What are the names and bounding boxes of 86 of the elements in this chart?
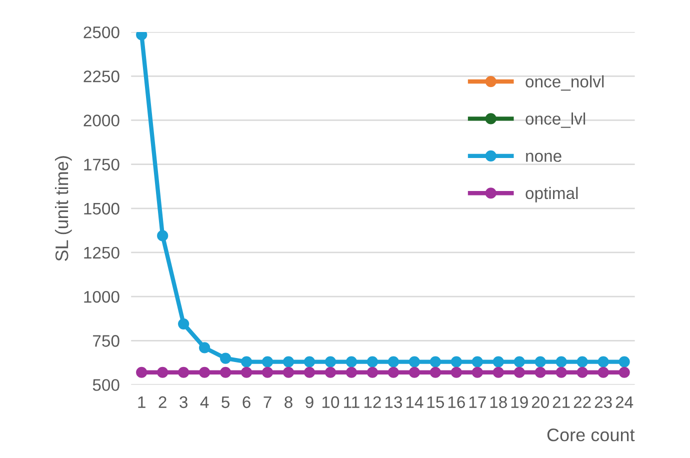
legend-label: once_nolvl: [526, 75, 604, 91]
point: [346, 366, 358, 378]
y-axis-title: SL (unit time): [54, 156, 72, 261]
point: [598, 366, 609, 378]
x-tick-label: 5: [222, 396, 230, 408]
point: [388, 356, 399, 368]
point: [472, 366, 483, 378]
x-tick-label: 15: [427, 396, 444, 408]
point: [450, 366, 462, 378]
point: [199, 342, 210, 354]
x-tick-label: 18: [490, 396, 507, 408]
y-tick-label: 750: [93, 335, 120, 347]
y-tick-label: 2250: [84, 70, 120, 82]
point: [492, 366, 504, 378]
y-tick-label: 2500: [84, 26, 120, 38]
x-tick-label: 7: [264, 396, 272, 408]
point: [324, 366, 336, 378]
point: [556, 356, 567, 368]
point: [346, 356, 358, 368]
x-tick-label: 14: [406, 396, 424, 408]
legend-label: optimal: [526, 186, 578, 202]
x-tick-label: 2: [158, 396, 166, 408]
x-tick-label: 11: [344, 396, 360, 408]
point: [366, 366, 378, 378]
point: [178, 366, 190, 378]
point: [534, 356, 546, 368]
x-axis-title: Core count: [547, 428, 635, 442]
x-tick-label: 3: [180, 396, 188, 408]
point: [492, 356, 504, 368]
point: [618, 356, 630, 368]
point: [324, 356, 336, 368]
x-tick-label: 21: [552, 396, 570, 408]
x-tick-label: 4: [200, 396, 209, 408]
y-tick-label: 2000: [84, 114, 120, 126]
point: [576, 366, 588, 378]
point: [556, 366, 567, 378]
point: [304, 366, 316, 378]
x-tick-label: 19: [511, 396, 528, 408]
x-tick-label: 17: [469, 396, 486, 408]
legend-label: once_lvl: [526, 112, 586, 128]
point: [408, 356, 420, 368]
point: [157, 366, 168, 378]
point: [157, 230, 168, 242]
point: [199, 366, 210, 378]
point: [136, 366, 148, 378]
point: [220, 366, 232, 378]
x-tick-label: 8: [284, 396, 292, 408]
point: [262, 366, 274, 378]
x-tick-label: 12: [364, 396, 381, 408]
point: [430, 366, 441, 378]
point: [514, 356, 525, 368]
x-tick-label: 10: [322, 396, 340, 408]
point: [240, 356, 252, 368]
point: [366, 356, 378, 368]
x-tick-label: 9: [306, 396, 314, 408]
point: [388, 366, 399, 378]
y-tick-label: 1750: [84, 158, 120, 171]
x-tick-label: 6: [242, 396, 250, 408]
point: [598, 356, 609, 368]
x-tick-label: 23: [594, 396, 612, 408]
x-tick-label: 24: [616, 396, 634, 408]
point: [220, 352, 232, 364]
point: [240, 366, 252, 378]
x-tick-label: 16: [448, 396, 465, 408]
point: [450, 356, 462, 368]
point: [282, 366, 294, 378]
point: [514, 366, 525, 378]
point: [282, 356, 294, 368]
point: [472, 356, 483, 368]
point: [178, 318, 190, 330]
point: [430, 356, 441, 368]
y-tick-label: 1000: [84, 290, 120, 303]
point: [534, 366, 546, 378]
point: [262, 356, 274, 368]
point: [408, 366, 420, 378]
x-tick-label: 20: [532, 396, 549, 408]
y-tick-label: 500: [92, 379, 120, 391]
x-tick-label: 22: [574, 396, 591, 408]
y-tick-label: 1250: [84, 246, 120, 259]
x-tick-label: 1: [138, 396, 146, 408]
legend-label: none: [526, 152, 562, 162]
y-tick-label: 1500: [84, 202, 120, 215]
point: [304, 356, 316, 368]
point: [576, 356, 588, 368]
point: [618, 366, 630, 378]
x-tick-label: 13: [385, 396, 402, 408]
